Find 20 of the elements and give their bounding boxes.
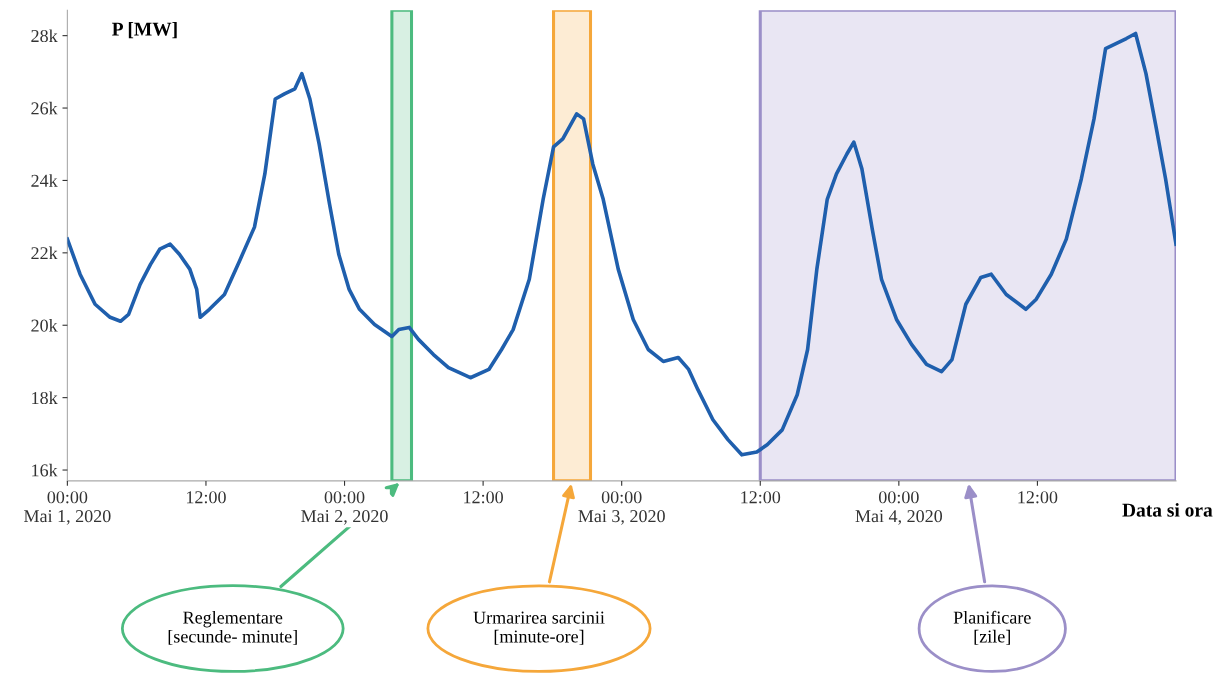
text: Urmarirea sarcinii [minute-ore] — [473, 611, 605, 645]
text: Planificare [zile] — [953, 610, 1031, 645]
x-tick-label: 12:00 — [186, 491, 226, 504]
x-tick-label: 00:00 Mai 4, 2020 — [855, 491, 943, 525]
y-tick-label: 18k — [32, 391, 58, 405]
x-tick-label: 12:00 — [741, 491, 781, 504]
y-tick-label: 22k — [31, 246, 58, 260]
x-tick-label: 12:00 — [1018, 491, 1058, 504]
y-tick-label: 28k — [31, 29, 58, 43]
y-tick-label: 24k — [31, 174, 58, 187]
x-tick-label: 00:00 Mai 1, 2020 — [24, 491, 111, 525]
y-tick-label: 26k — [31, 101, 58, 115]
x-tick-label: 00:00 Mai 3, 2020 — [578, 491, 665, 525]
x-axis-title: Data si ora — [1122, 503, 1213, 517]
x-tick-label: 00:00 Mai 2, 2020 — [301, 491, 388, 525]
y-axis-title: P [MW] — [112, 22, 177, 39]
text: Reglementare [secunde- minute] — [168, 610, 297, 645]
y-tick-label: 20k — [31, 318, 58, 332]
x-tick-label: 12:00 — [464, 491, 503, 504]
y-tick-label: 16k — [32, 463, 58, 477]
